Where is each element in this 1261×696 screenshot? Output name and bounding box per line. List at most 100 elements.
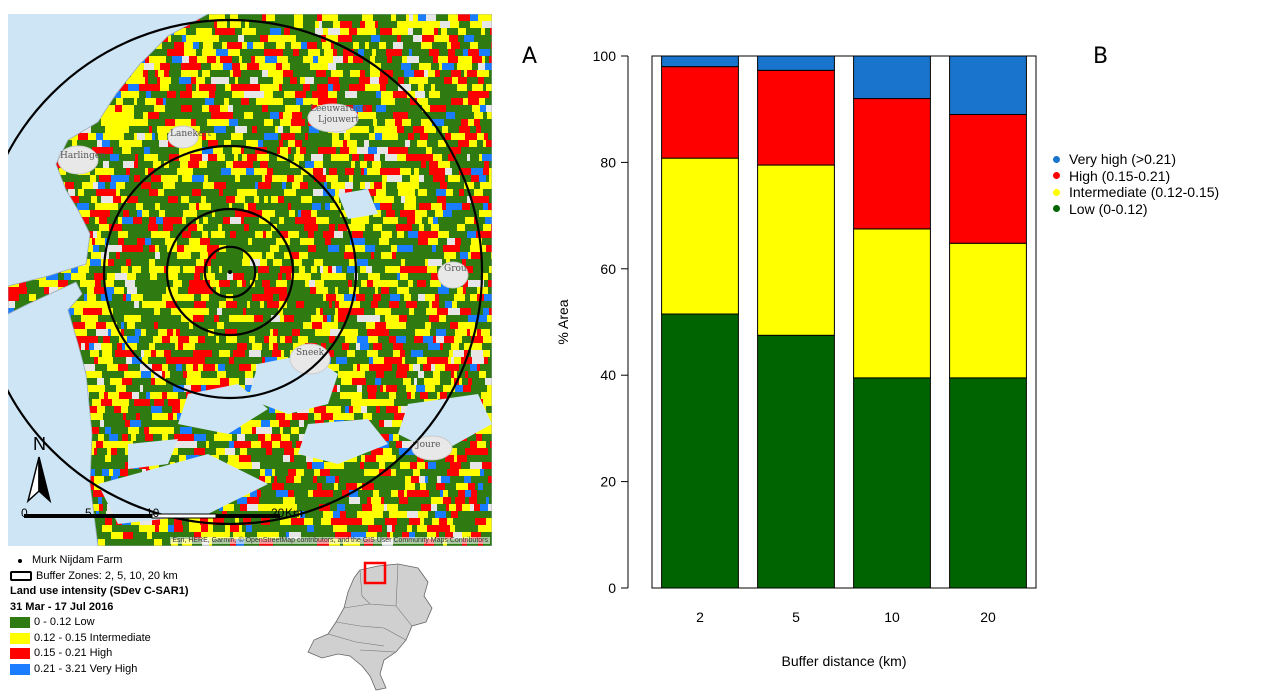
land-parcel — [279, 420, 290, 427]
land-parcel — [478, 63, 485, 70]
land-parcel — [261, 350, 265, 357]
land-parcel — [279, 217, 284, 224]
land-parcel — [387, 525, 392, 532]
land-parcel — [414, 287, 426, 294]
land-parcel — [119, 182, 125, 189]
land-parcel — [245, 14, 252, 21]
land-parcel — [174, 112, 182, 119]
land-parcel — [254, 315, 263, 322]
land-parcel — [265, 434, 271, 441]
land-parcel — [181, 63, 190, 70]
land-parcel — [92, 147, 102, 154]
land-parcel — [376, 91, 381, 98]
land-parcel — [400, 182, 409, 189]
land-parcel — [130, 168, 136, 175]
land-parcel — [302, 294, 311, 301]
land-parcel — [305, 511, 311, 518]
land-parcel — [272, 441, 280, 448]
land-parcel — [247, 28, 256, 35]
land-parcel — [323, 490, 333, 497]
land-parcel — [242, 525, 246, 532]
land-parcel — [457, 63, 460, 70]
land-parcel — [278, 329, 288, 336]
land-parcel — [438, 77, 444, 84]
land-parcel — [245, 385, 254, 392]
land-parcel — [284, 189, 296, 196]
land-parcel — [178, 196, 181, 203]
land-parcel — [122, 343, 125, 350]
land-parcel — [108, 301, 113, 308]
land-parcel — [289, 511, 297, 518]
land-parcel — [484, 357, 488, 364]
land-parcel — [363, 105, 372, 112]
land-parcel — [105, 154, 110, 161]
land-parcel — [455, 525, 462, 532]
land-parcel — [452, 168, 459, 175]
land-parcel — [153, 161, 161, 168]
land-parcel — [439, 294, 447, 301]
land-parcel — [445, 455, 454, 462]
land-parcel — [441, 14, 448, 21]
land-parcel — [333, 84, 340, 91]
land-parcel — [470, 42, 478, 49]
land-parcel — [182, 280, 189, 287]
land-parcel — [463, 287, 466, 294]
land-parcel — [160, 63, 170, 70]
land-parcel — [274, 518, 280, 525]
land-parcel — [401, 252, 413, 259]
land-parcel — [270, 245, 279, 252]
land-parcel — [190, 63, 201, 70]
land-parcel — [161, 238, 165, 245]
land-parcel — [436, 329, 446, 336]
land-parcel — [254, 273, 258, 280]
land-parcel — [326, 56, 333, 63]
land-parcel — [436, 532, 439, 539]
land-parcel — [340, 28, 349, 35]
land-parcel — [345, 497, 349, 504]
land-parcel — [260, 462, 270, 469]
land-parcel — [126, 413, 136, 420]
land-parcel — [386, 385, 397, 392]
land-parcel — [471, 336, 483, 343]
land-parcel — [301, 42, 307, 49]
land-parcel — [474, 112, 483, 119]
land-parcel — [413, 14, 418, 21]
land-parcel — [489, 406, 492, 413]
land-parcel — [386, 49, 395, 56]
land-parcel — [230, 532, 233, 539]
land-parcel — [273, 329, 278, 336]
land-parcel — [140, 168, 145, 175]
land-parcel — [298, 70, 301, 77]
land-parcel — [410, 70, 414, 77]
land-parcel — [459, 364, 470, 371]
land-parcel — [480, 119, 485, 126]
land-parcel — [369, 49, 372, 56]
land-parcel — [333, 525, 342, 532]
land-parcel — [411, 476, 419, 483]
land-parcel — [452, 210, 459, 217]
land-parcel — [374, 483, 384, 490]
land-parcel — [273, 273, 278, 280]
land-parcel — [281, 210, 289, 217]
land-parcel — [218, 140, 224, 147]
land-parcel — [412, 343, 418, 350]
land-parcel — [88, 441, 96, 448]
land-parcel — [77, 280, 80, 287]
land-parcel — [150, 147, 157, 154]
land-parcel — [352, 231, 363, 238]
land-parcel — [449, 350, 453, 357]
land-parcel — [269, 266, 280, 273]
land-parcel — [362, 518, 371, 525]
land-parcel — [120, 252, 125, 259]
land-parcel — [280, 161, 290, 168]
land-parcel — [314, 336, 320, 343]
land-parcel — [447, 182, 456, 189]
land-parcel — [249, 336, 255, 343]
land-parcel — [392, 525, 395, 532]
land-parcel — [335, 532, 342, 539]
land-parcel — [468, 378, 472, 385]
land-parcel — [229, 427, 241, 434]
land-parcel — [407, 91, 415, 98]
land-parcel — [254, 196, 259, 203]
land-parcel — [357, 84, 365, 91]
